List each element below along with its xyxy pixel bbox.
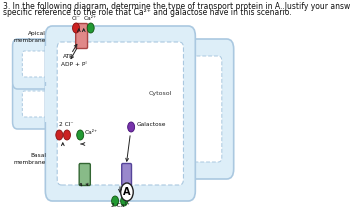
Circle shape [87, 23, 94, 33]
Text: Galactose: Galactose [137, 122, 166, 127]
Circle shape [128, 122, 135, 132]
Text: ADP + Pᴵ: ADP + Pᴵ [61, 62, 87, 68]
FancyBboxPatch shape [57, 42, 183, 185]
Circle shape [121, 196, 128, 206]
Circle shape [77, 130, 84, 140]
Text: ATP: ATP [63, 55, 74, 60]
FancyBboxPatch shape [46, 46, 59, 82]
Text: A: A [123, 187, 131, 197]
Text: Ca²⁺: Ca²⁺ [85, 130, 98, 135]
Text: Ca²⁺: Ca²⁺ [84, 16, 97, 21]
Text: Basal
membrane: Basal membrane [14, 153, 46, 165]
Text: Apical
membrane: Apical membrane [14, 31, 46, 43]
Text: 2 Cl⁻: 2 Cl⁻ [58, 122, 73, 127]
Text: Cytosol: Cytosol [149, 92, 172, 97]
FancyBboxPatch shape [122, 163, 132, 186]
FancyBboxPatch shape [13, 79, 64, 129]
FancyBboxPatch shape [179, 56, 222, 162]
FancyBboxPatch shape [167, 39, 234, 179]
FancyBboxPatch shape [160, 54, 181, 164]
FancyBboxPatch shape [79, 163, 90, 186]
FancyBboxPatch shape [46, 86, 59, 122]
Text: Cl⁻: Cl⁻ [72, 16, 80, 21]
Text: 3. In the following diagram, determine the type of transport protein in A. Justi: 3. In the following diagram, determine t… [3, 2, 350, 11]
FancyBboxPatch shape [46, 26, 195, 201]
FancyBboxPatch shape [22, 51, 54, 77]
Circle shape [63, 130, 70, 140]
Circle shape [56, 130, 63, 140]
FancyBboxPatch shape [76, 23, 88, 48]
Text: specific reference to the role that Ca²⁺ and galactose have in this scenario.: specific reference to the role that Ca²⁺… [3, 8, 292, 17]
Circle shape [121, 183, 133, 201]
FancyBboxPatch shape [22, 91, 54, 117]
Circle shape [72, 23, 79, 33]
Text: 2 Ca²⁺: 2 Ca²⁺ [111, 203, 130, 208]
Circle shape [112, 196, 119, 206]
FancyBboxPatch shape [13, 39, 64, 89]
